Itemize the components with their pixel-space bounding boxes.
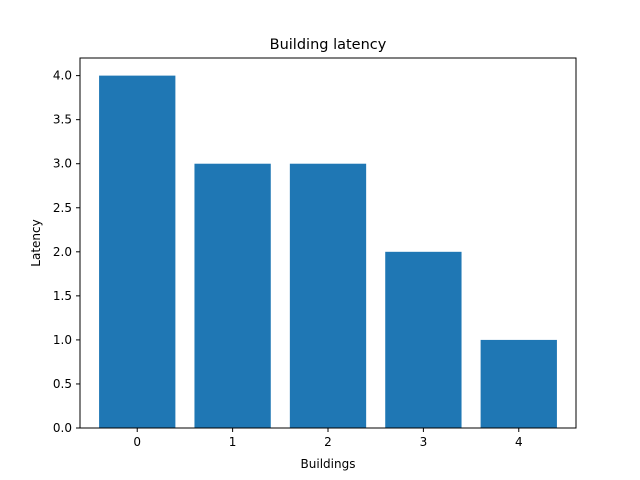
y-axis-title: Latency xyxy=(29,219,43,266)
bars-group xyxy=(99,75,557,428)
y-tick-label: 3.5 xyxy=(53,113,72,127)
y-tick-label: 2.5 xyxy=(53,201,72,215)
x-tick-label: 3 xyxy=(420,435,428,449)
y-tick-label: 0.5 xyxy=(53,377,72,391)
x-tick-label: 4 xyxy=(515,435,523,449)
bar-1 xyxy=(194,163,271,428)
x-axis-title: Buildings xyxy=(301,457,356,471)
x-tick-label: 0 xyxy=(133,435,141,449)
y-tick-label: 1.0 xyxy=(53,333,72,347)
bar-4 xyxy=(480,339,557,428)
y-tick-label: 0.0 xyxy=(53,421,72,435)
x-tick-label: 2 xyxy=(324,435,332,449)
bar-0 xyxy=(99,75,176,428)
bar-2 xyxy=(289,163,367,428)
y-tick-label: 3.0 xyxy=(53,157,72,171)
bar-3 xyxy=(385,251,462,428)
y-tick-label: 4.0 xyxy=(53,69,72,83)
x-tick-label: 1 xyxy=(229,435,237,449)
y-tick-label: 2.0 xyxy=(53,245,72,259)
plot-frame xyxy=(79,57,577,429)
y-tick-label: 1.5 xyxy=(53,289,72,303)
chart-title: Building latency xyxy=(270,37,387,53)
y-axis: 0.0 0.5 1.0 1.5 2.0 2.5 3.0 3.5 4.0 xyxy=(53,69,80,435)
x-axis: 0 1 2 3 4 xyxy=(133,428,523,449)
